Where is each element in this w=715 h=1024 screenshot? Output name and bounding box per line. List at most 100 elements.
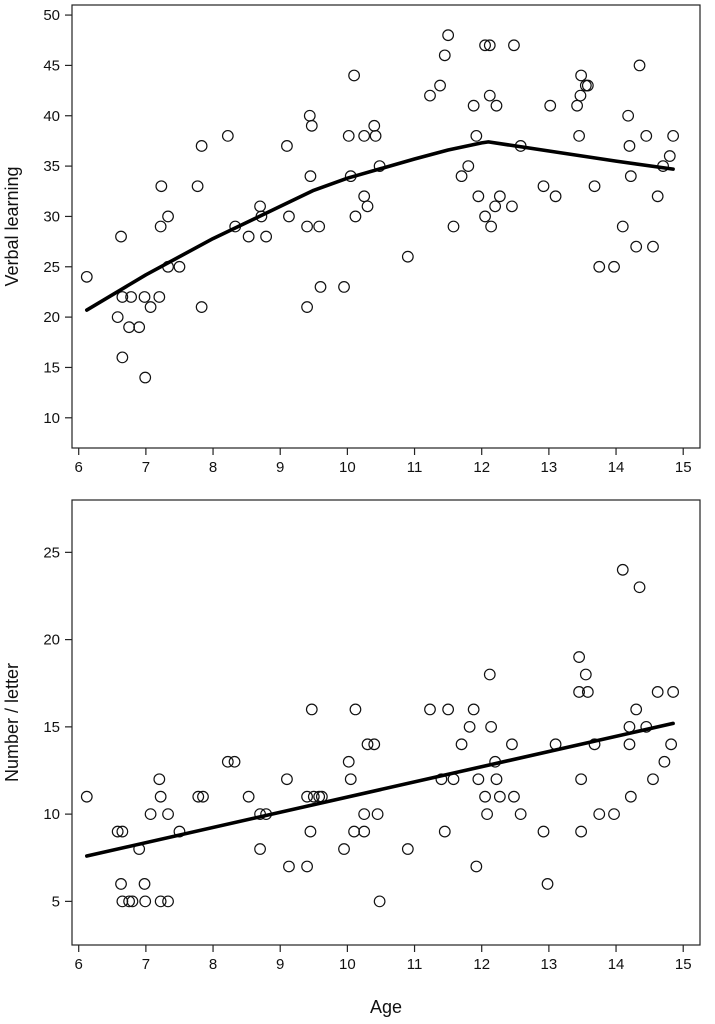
- data-point: [573, 129, 586, 142]
- data-point: [401, 843, 414, 855]
- data-point: [301, 301, 313, 313]
- x-axis-label: Age: [370, 997, 402, 1017]
- data-point: [307, 790, 320, 803]
- data-point: [228, 755, 241, 768]
- data-point: [455, 738, 468, 751]
- data-point: [162, 210, 174, 223]
- data-point: [301, 860, 313, 873]
- data-point: [338, 281, 350, 293]
- data-point: [314, 281, 327, 293]
- data-point: [490, 773, 503, 786]
- x-tick-label: 12: [473, 956, 490, 973]
- data-point: [633, 581, 646, 594]
- data-point: [647, 240, 659, 253]
- data-point: [221, 129, 234, 142]
- data-point: [493, 790, 506, 803]
- data-point: [126, 895, 139, 908]
- data-point: [640, 129, 653, 142]
- data-point: [623, 140, 636, 152]
- data-point: [348, 69, 360, 82]
- chart-panel-2: 6 7 8 9 10 11 12 13 14 15 5 10 15 20 25 Number / letter…: [2, 499, 701, 1017]
- x-tick-label: 13: [541, 956, 558, 973]
- data-point: [342, 755, 355, 768]
- data-point: [153, 773, 166, 786]
- data-point: [483, 39, 496, 52]
- x-tick-label: 6: [75, 459, 83, 476]
- data-point: [242, 790, 255, 803]
- data-point: [481, 808, 493, 821]
- data-point: [573, 686, 586, 698]
- x-tick-label: 11: [407, 459, 423, 476]
- data-point: [593, 260, 606, 273]
- data-point: [154, 790, 167, 803]
- data-point: [349, 703, 362, 716]
- x-tick-label: 11: [407, 956, 423, 973]
- data-point: [447, 220, 460, 233]
- data-point: [358, 129, 371, 142]
- data-point: [622, 109, 635, 122]
- data-point: [424, 703, 436, 716]
- plot-frame: [71, 499, 701, 946]
- data-point: [348, 825, 360, 838]
- y-tick-label: 5: [52, 893, 60, 910]
- data-point: [116, 825, 129, 838]
- data-point: [361, 200, 374, 213]
- x-tick-label: 13: [541, 459, 558, 476]
- data-point: [588, 180, 601, 193]
- data-point: [191, 180, 204, 193]
- data-point: [283, 210, 295, 223]
- data-point: [485, 220, 498, 233]
- data-point: [624, 790, 637, 803]
- data-point: [138, 878, 151, 890]
- data-point: [338, 843, 350, 855]
- chart-panel-1: 6 7 8 9 10 11 12 13 14 15 10 15 20 25 30 35 40 45 50 Verbal…: [2, 4, 701, 476]
- data-point: [254, 200, 266, 213]
- data-point: [313, 220, 326, 233]
- data-point: [116, 351, 129, 364]
- x-tick-label: 6: [75, 956, 83, 973]
- data-point: [342, 129, 355, 142]
- data-point: [123, 321, 135, 334]
- data-point: [195, 140, 208, 152]
- data-point: [623, 738, 636, 751]
- data-point: [197, 790, 209, 803]
- data-point: [489, 200, 502, 213]
- x-tick-label: 15: [675, 459, 692, 476]
- data-point: [508, 790, 520, 803]
- data-point: [479, 210, 491, 223]
- data-point: [667, 686, 680, 698]
- data-point: [125, 291, 138, 303]
- data-point: [506, 738, 518, 751]
- data-point: [162, 808, 174, 821]
- data-point: [438, 825, 451, 838]
- data-point: [154, 895, 167, 908]
- data-point: [154, 220, 167, 233]
- data-point: [616, 220, 629, 233]
- y-axis-label: Verbal learning: [2, 166, 22, 286]
- data-point: [581, 79, 594, 92]
- data-point: [358, 825, 371, 838]
- data-point: [663, 150, 676, 162]
- data-point: [133, 321, 146, 334]
- data-point: [371, 808, 384, 821]
- x-tick-label: 14: [608, 459, 625, 476]
- data-point: [358, 190, 371, 203]
- data-point: [260, 230, 273, 243]
- data-point: [221, 755, 234, 768]
- data-point: [630, 703, 643, 716]
- data-point: [463, 720, 476, 733]
- data-point: [80, 270, 93, 283]
- x-tick-label: 12: [473, 459, 490, 476]
- y-tick-label: 25: [43, 544, 60, 561]
- data-point: [537, 825, 550, 838]
- data-point: [651, 686, 664, 698]
- data-point: [514, 808, 527, 821]
- data-point: [305, 703, 318, 716]
- data-point: [470, 129, 483, 142]
- data-point: [462, 160, 475, 172]
- data-point: [424, 89, 436, 102]
- data-point: [123, 895, 135, 908]
- data-point: [80, 790, 93, 803]
- data-point: [401, 250, 414, 263]
- y-tick-label: 30: [43, 208, 60, 225]
